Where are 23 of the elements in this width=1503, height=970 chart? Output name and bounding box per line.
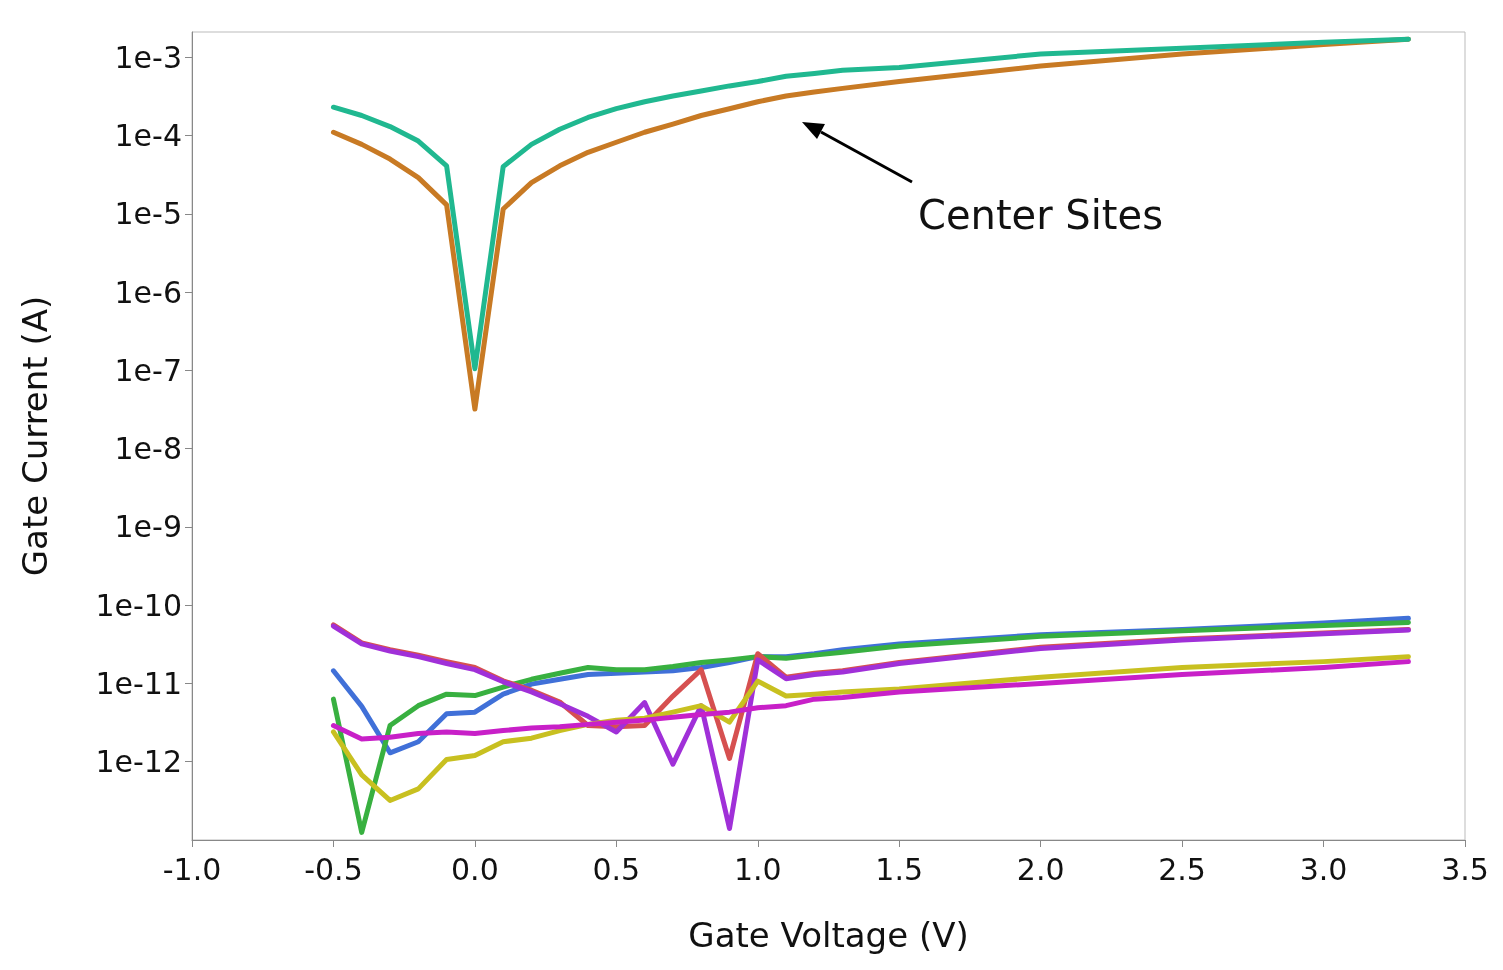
x-tick-label: 1.5 — [875, 851, 924, 887]
y-tick-label: 1e-6 — [114, 274, 182, 310]
x-tick-label: 0.5 — [592, 851, 641, 887]
annotation: Center Sites — [918, 192, 1163, 238]
y-tick-label: 1e-11 — [95, 665, 182, 701]
y-tick-label: 1e-5 — [114, 196, 182, 232]
x-tick-label: 2.0 — [1016, 851, 1065, 887]
y-tick-label: 1e-9 — [114, 509, 182, 545]
x-tick-label: -0.5 — [304, 851, 363, 887]
y-tick-label: 1e-8 — [114, 431, 182, 467]
y-tick-label: 1e-7 — [114, 352, 182, 388]
y-axis-title: Gate Current (A) — [15, 295, 55, 577]
x-tick-label: 3.5 — [1441, 851, 1489, 887]
x-tick-label: 3.0 — [1299, 851, 1348, 887]
x-tick-label: 1.0 — [733, 851, 782, 887]
y-tick-label: 1e-3 — [114, 39, 182, 75]
y-tick-label: 1e-12 — [95, 744, 182, 780]
x-tick-label: -1.0 — [162, 851, 222, 887]
x-axis-title: Gate Voltage (V) — [688, 915, 969, 955]
x-tick-label: 2.5 — [1158, 851, 1206, 887]
x-tick-label: 0.0 — [451, 851, 499, 887]
y-tick-label: 1e-4 — [114, 118, 182, 153]
y-tick-label: 1e-10 — [95, 587, 182, 623]
